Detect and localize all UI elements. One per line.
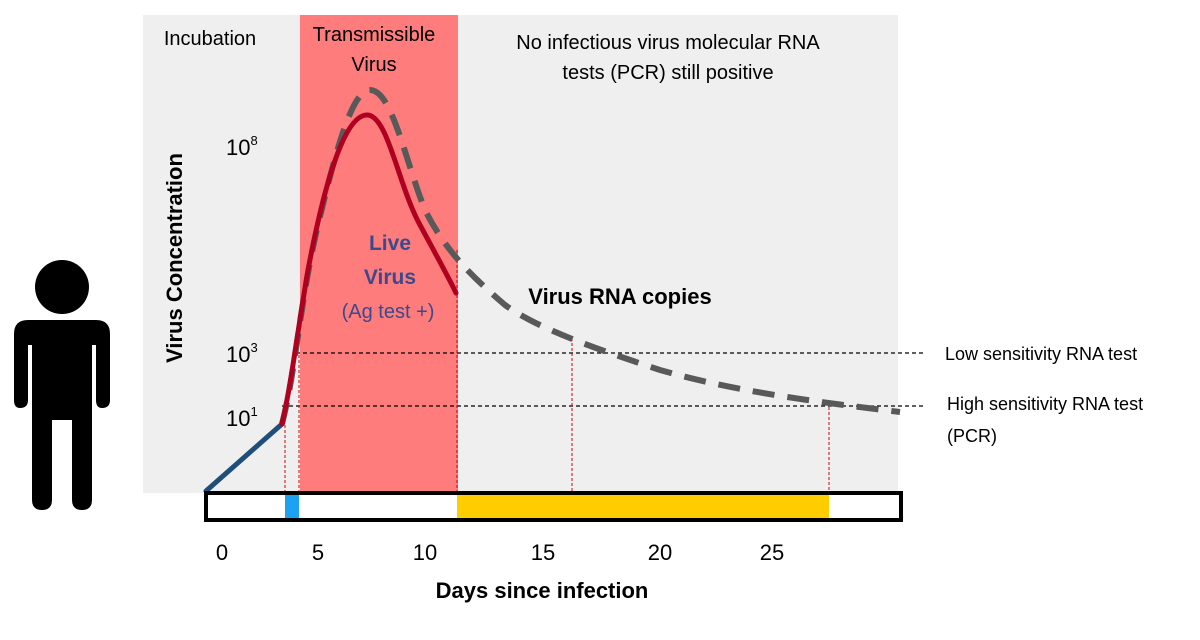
y-tick-base: 10 [226,135,250,160]
high-sensitivity-label-line1: High sensitivity RNA test [947,394,1143,414]
timeline-incubation-segment [285,493,299,520]
timeline-pcr-positive-segment [457,493,829,520]
y-tick-label: 108 [226,133,258,160]
incubation-label: Incubation [164,28,256,50]
x-tick-label: 0 [216,540,228,565]
transmissible-label-line2: Virus [351,54,396,76]
y-tick-base: 10 [226,406,250,431]
y-tick-base: 10 [226,342,250,367]
person-icon [14,260,110,510]
live-virus-curve [279,112,459,427]
noninfectious-label-line1: No infectious virus molecular RNA [516,32,820,54]
incubation-curve [203,421,285,494]
x-axis-label: Days since infection [436,578,649,603]
x-tick-label: 20 [648,540,672,565]
y-tick-label: 101 [226,404,258,431]
noninfectious-label-line2: tests (PCR) still positive [562,62,773,84]
rna-copies-label: Virus RNA copies [528,284,711,309]
y-tick-label: 103 [226,340,258,367]
y-tick-exponent: 1 [250,404,257,419]
y-axis-label: Virus Concentration [162,153,187,363]
y-tick-exponent: 8 [250,133,257,148]
transmissible-label-line1: Transmissible [313,24,436,46]
live-virus-label-line3: (Ag test +) [342,301,435,323]
x-tick-label: 25 [760,540,784,565]
background-panel [143,15,898,493]
x-tick-label: 10 [413,540,437,565]
y-tick-exponent: 3 [250,340,257,355]
live-virus-label-line1: Live [369,232,411,255]
x-tick-label: 15 [531,540,555,565]
x-tick-label: 5 [312,540,324,565]
live-virus-label-line2: Virus [364,266,416,289]
timeline-bar-outline [204,491,903,522]
low-sensitivity-label: Low sensitivity RNA test [945,344,1137,364]
high-sensitivity-label-line2: (PCR) [947,426,997,446]
